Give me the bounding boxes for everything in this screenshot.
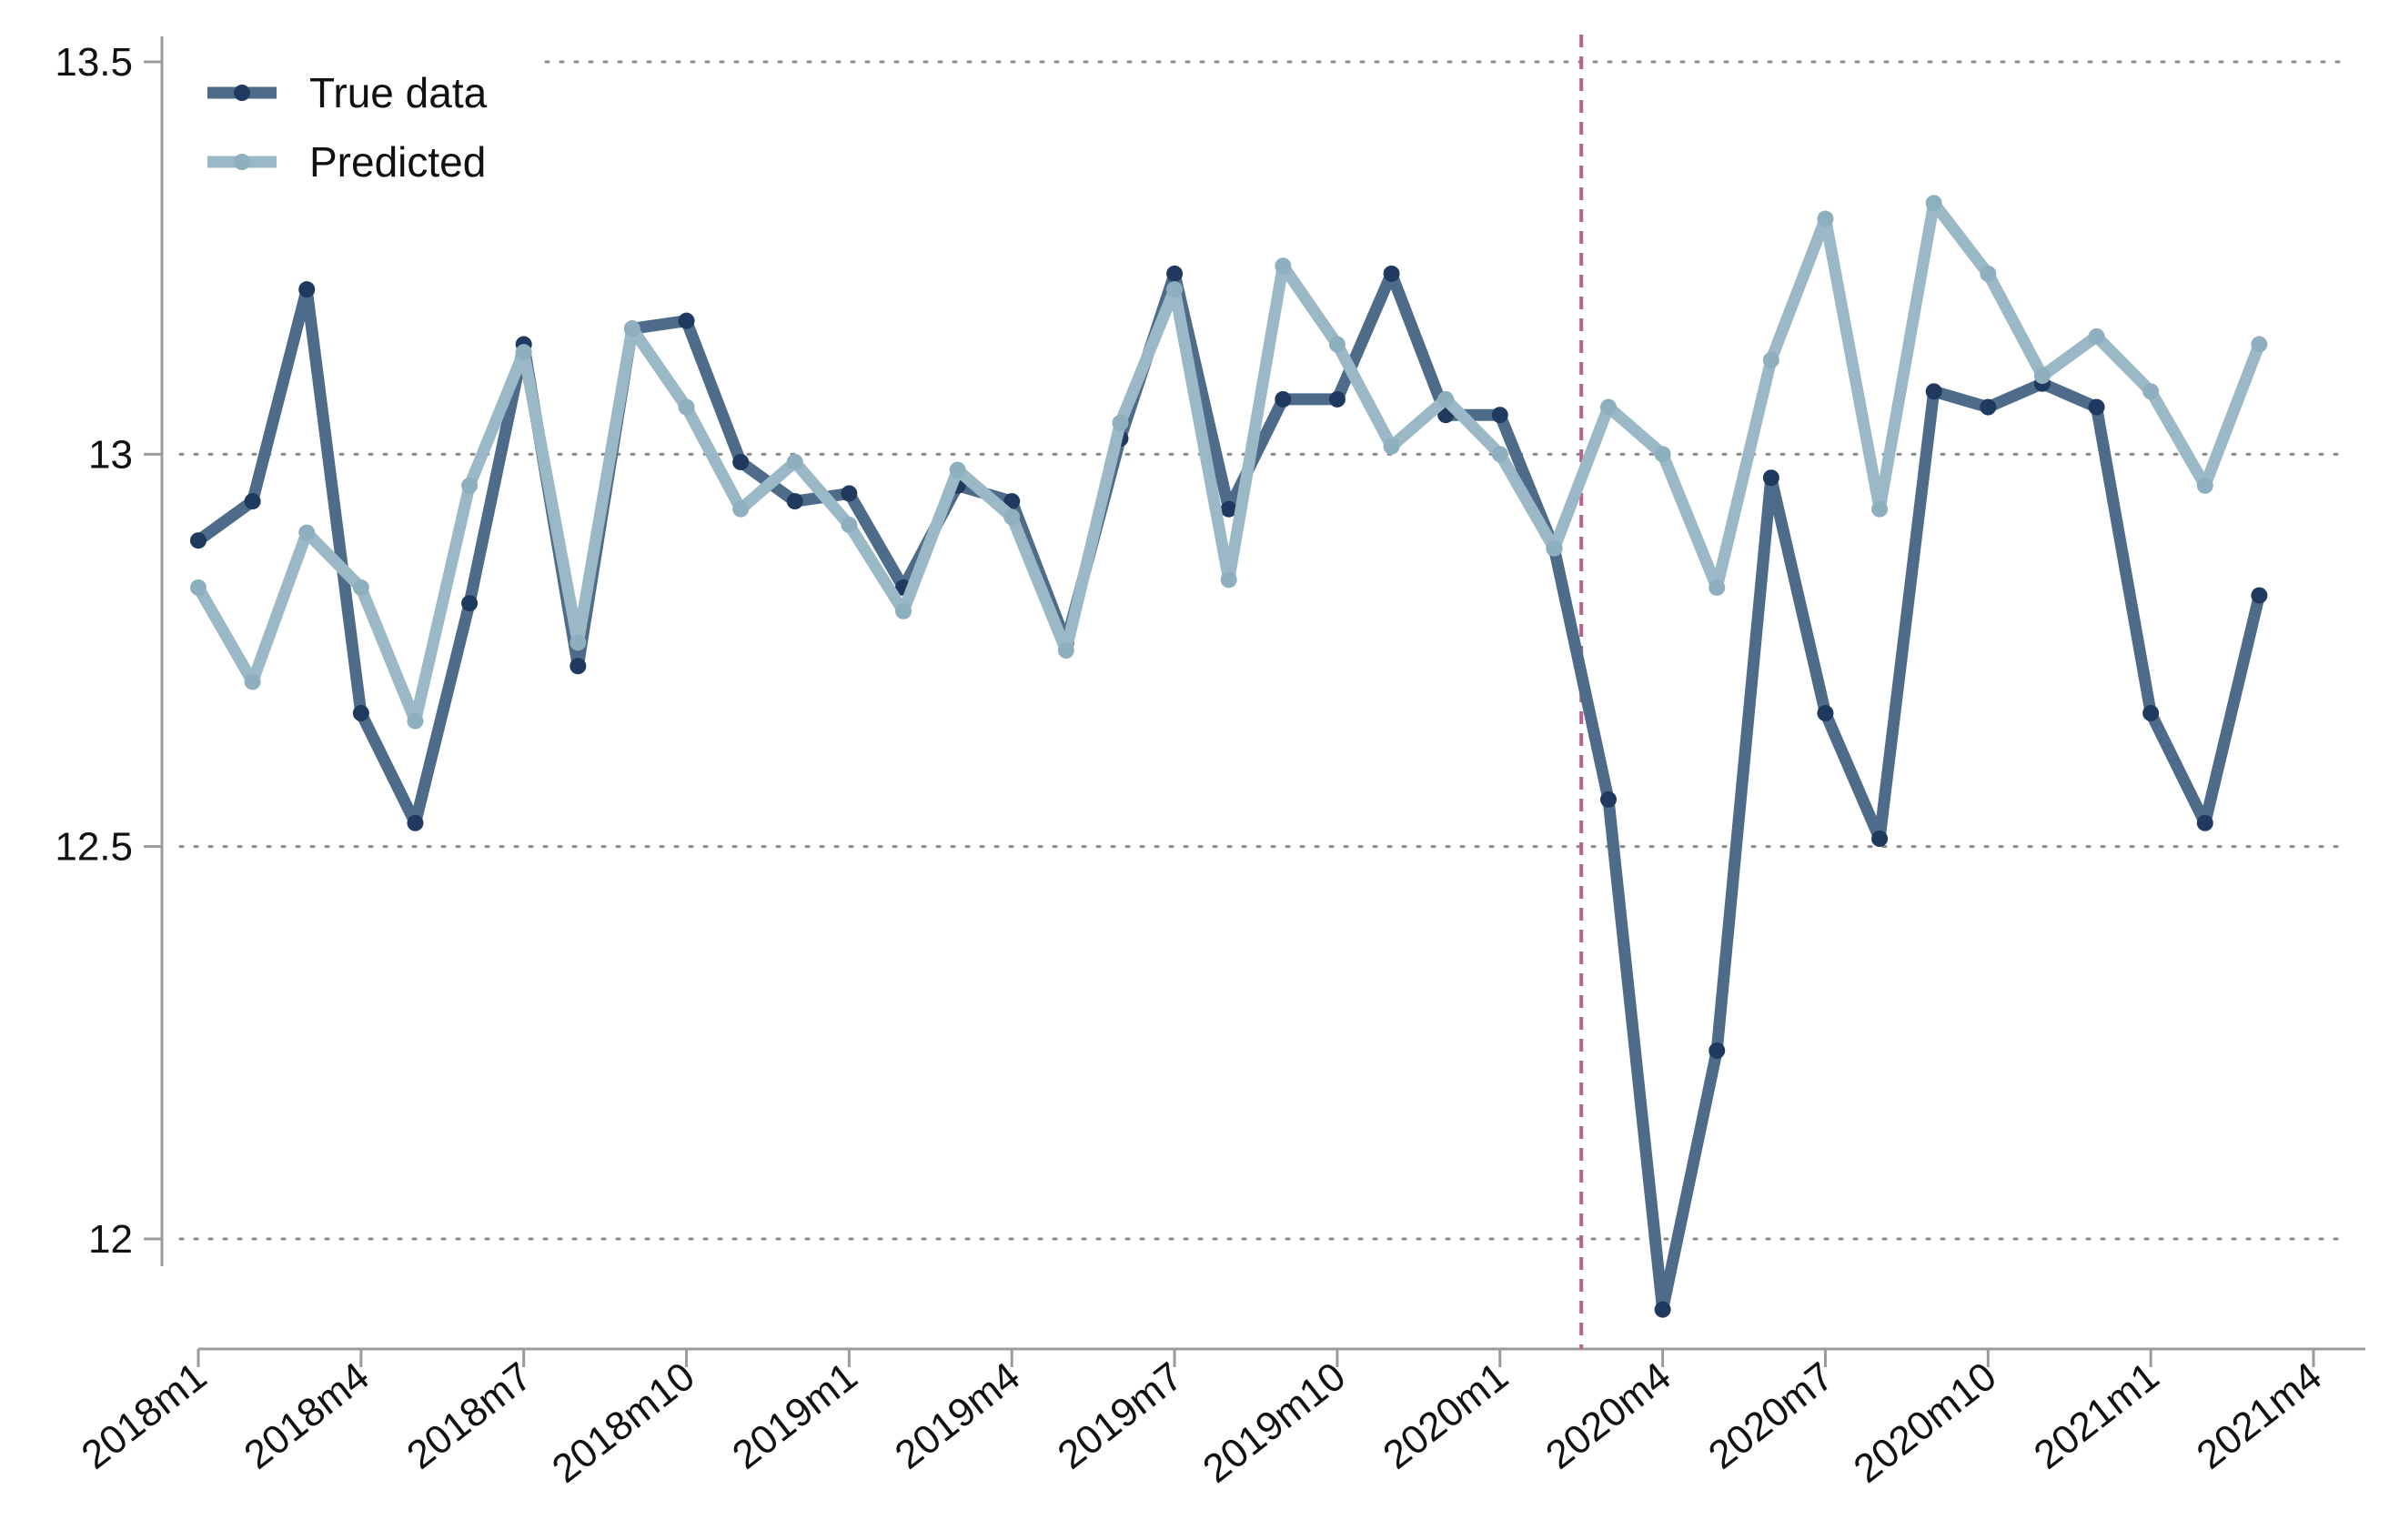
true-data-point <box>407 814 424 831</box>
x-tick-label: 2018m7 <box>398 1354 539 1478</box>
true-data-point <box>1491 407 1508 424</box>
predicted-point <box>570 634 587 651</box>
predicted-point <box>1275 257 1292 275</box>
predicted-point <box>1762 351 1779 368</box>
predicted-point <box>2033 367 2051 385</box>
x-tick-label: 2019m4 <box>887 1354 1028 1478</box>
predicted-point <box>623 320 640 337</box>
predicted-point <box>190 579 207 596</box>
series-line-true-data <box>192 267 2265 1316</box>
true-data-point <box>1980 398 1997 416</box>
predicted-point <box>1328 336 1346 353</box>
true-data-point <box>1166 265 1184 282</box>
predicted-point <box>1057 642 1074 659</box>
predicted-point <box>1437 390 1455 408</box>
series-line-predicted <box>192 196 2265 728</box>
true-data-point <box>732 453 750 470</box>
predicted-point <box>1600 398 1617 416</box>
predicted-point <box>2088 327 2105 345</box>
legend-label: True data <box>309 69 488 116</box>
predicted-point <box>1166 281 1184 298</box>
predicted-point <box>678 398 695 416</box>
y-tick-label: 13.5 <box>55 40 133 85</box>
true-data-point <box>1762 469 1779 487</box>
predicted-point <box>841 516 858 533</box>
true-data-point <box>786 493 803 510</box>
true-data-point <box>841 485 858 502</box>
true-data-point <box>1654 1301 1671 1318</box>
true-data-point <box>1817 705 1834 722</box>
true-data-point <box>1600 790 1617 808</box>
predicted-point <box>461 477 479 494</box>
predicted-point <box>298 524 316 541</box>
x-tick-label: 2021m4 <box>2189 1354 2330 1478</box>
true-data-point <box>1003 493 1021 510</box>
legend-swatch-marker <box>234 154 250 170</box>
predicted-point <box>244 673 261 690</box>
true-data-point <box>1871 830 1889 848</box>
predicted-point <box>2251 336 2268 353</box>
x-tick-label: 2019m10 <box>1194 1354 1354 1492</box>
true-data-point <box>570 658 587 675</box>
y-tick-label: 12.5 <box>55 825 133 870</box>
true-data-point <box>298 281 316 298</box>
predicted-point <box>1925 195 1942 212</box>
true-data-point <box>1328 390 1346 408</box>
x-tick-label: 2021m1 <box>2026 1354 2167 1478</box>
legend: True data Predicted <box>207 69 488 186</box>
predicted-point <box>1383 438 1400 455</box>
gridlines <box>178 60 2349 1241</box>
legend-swatch-marker <box>234 85 250 101</box>
predicted-point <box>2196 477 2213 494</box>
x-tick-label: 2020m7 <box>1700 1354 1841 1478</box>
predicted-point <box>786 453 803 470</box>
true-data-point <box>1275 390 1292 408</box>
predicted-point <box>1112 414 1129 431</box>
x-tick-label: 2020m1 <box>1375 1354 1516 1478</box>
true-data-point <box>1925 383 1942 400</box>
predicted-point <box>1546 539 1563 557</box>
true-data-point <box>461 595 479 612</box>
predicted-point <box>1491 446 1508 463</box>
true-data-point <box>678 312 695 329</box>
legend-label: Predicted <box>309 138 486 186</box>
predicted-point <box>1220 571 1237 589</box>
x-tick-label: 2020m10 <box>1846 1354 2005 1492</box>
series-group <box>190 195 2268 1318</box>
x-tick-label: 2018m1 <box>74 1354 215 1478</box>
predicted-point <box>732 500 750 518</box>
predicted-point <box>1654 446 1671 463</box>
predicted-point <box>895 602 912 619</box>
predicted-point <box>1003 508 1021 526</box>
true-data-point <box>1709 1042 1726 1059</box>
y-tick-label: 12 <box>88 1217 133 1262</box>
true-data-point <box>1220 500 1237 518</box>
predicted-point <box>1871 500 1889 518</box>
x-tick-label: 2019m7 <box>1050 1354 1191 1478</box>
true-data-point <box>2251 587 2268 604</box>
predicted-point <box>1709 579 1726 596</box>
predicted-point <box>407 712 424 730</box>
x-tick-label: 2019m1 <box>724 1354 865 1478</box>
predicted-point <box>1980 265 1997 282</box>
true-data-point <box>244 493 261 510</box>
true-data-point <box>2142 705 2160 722</box>
predicted-point <box>2142 383 2160 400</box>
true-data-point <box>1383 265 1400 282</box>
predicted-point <box>515 344 532 361</box>
x-tick-label: 2018m4 <box>237 1354 378 1478</box>
y-tick-label: 13 <box>88 432 133 477</box>
x-tick-label: 2018m10 <box>544 1354 703 1492</box>
true-data-point <box>190 532 207 549</box>
true-data-point <box>352 705 369 722</box>
x-tick-label: 2020m4 <box>1537 1354 1678 1478</box>
predicted-point <box>949 461 966 478</box>
predicted-point <box>1817 210 1834 227</box>
true-data-point <box>2088 398 2105 416</box>
predicted-point <box>352 579 369 596</box>
true-data-point <box>2196 814 2213 831</box>
